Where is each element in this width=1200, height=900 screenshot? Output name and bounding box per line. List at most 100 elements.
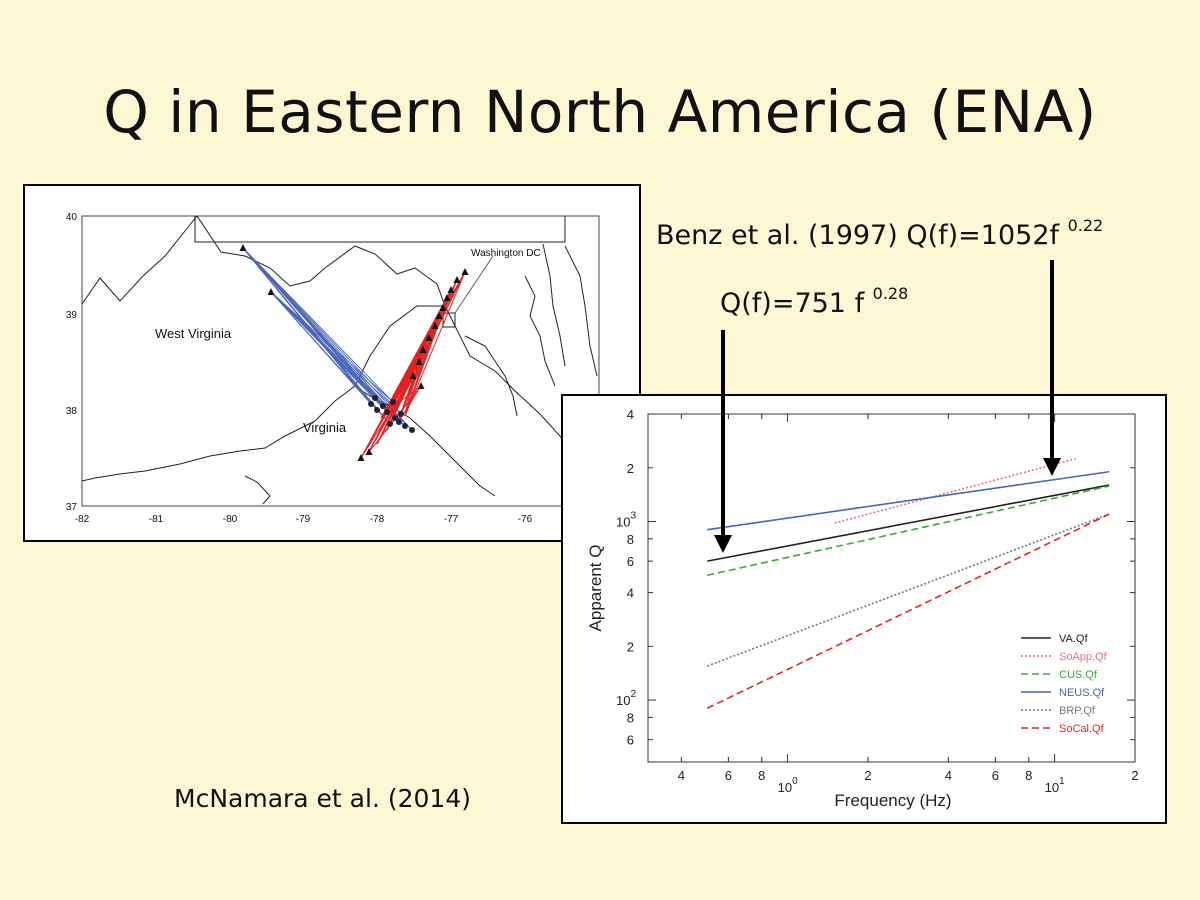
station-marker xyxy=(443,294,451,301)
blue-rays xyxy=(242,247,413,431)
coast-detail-2 xyxy=(464,335,518,417)
x-tick-label: 6 xyxy=(725,768,732,783)
y-tick-label: 4 xyxy=(627,407,634,422)
station-marker xyxy=(419,346,427,353)
y-tick-label: 103 xyxy=(616,511,636,530)
station-marker xyxy=(357,454,365,461)
event-marker xyxy=(409,427,415,433)
x-tick-label: 8 xyxy=(758,768,765,783)
station-ray-map: West Virginia Virginia Washington DC -82… xyxy=(23,184,641,542)
x-tick-label: 100 xyxy=(778,776,798,795)
event-marker xyxy=(368,401,374,407)
series-line-neus-qf xyxy=(707,470,1110,531)
coast-detail-1 xyxy=(354,385,496,497)
y-tick-label: 4 xyxy=(627,586,634,601)
citation: McNamara et al. (2014) xyxy=(174,784,471,813)
x-tick-label: 8 xyxy=(1025,768,1032,783)
station-marker xyxy=(417,382,425,389)
x-tick-label: 4 xyxy=(945,768,952,783)
station-markers xyxy=(239,244,469,461)
lat-tick-label: 39 xyxy=(66,310,78,321)
y-tick-label: 8 xyxy=(627,532,634,547)
station-marker xyxy=(415,358,423,365)
plot-frame xyxy=(647,413,1136,763)
lon-tick-label: -78 xyxy=(370,514,385,525)
y-tick-label: 8 xyxy=(627,710,634,725)
red-ray xyxy=(390,361,420,409)
event-marker xyxy=(374,407,380,413)
event-marker xyxy=(380,403,386,409)
event-marker xyxy=(392,415,398,421)
station-marker xyxy=(453,276,461,283)
y-tick-label: 2 xyxy=(627,639,634,654)
map-canvas: West Virginia Virginia Washington DC -82… xyxy=(66,212,600,525)
blue-ray xyxy=(270,291,394,403)
event-marker xyxy=(396,419,402,425)
series-line-brp-qf xyxy=(706,513,1110,667)
blue-ray xyxy=(242,247,413,431)
event-marker xyxy=(402,423,408,429)
legend-label: BRP.Qf xyxy=(1059,705,1096,717)
red-ray xyxy=(390,385,422,409)
blue-ray xyxy=(242,247,400,423)
map-frame xyxy=(81,215,600,507)
series-lines xyxy=(706,457,1110,709)
lat-tick-label: 40 xyxy=(66,212,78,223)
lon-tick-label: -76 xyxy=(518,514,533,525)
plot-canvas: 4 6 8 100 2 4 6 8 101 2 4 2 103 8 6 4 2 102 8 6 Frequency … xyxy=(586,407,1139,810)
annotation-benz-exponent: 0.22 xyxy=(1067,216,1104,235)
blue-ray xyxy=(270,291,402,415)
annotation-benz: Benz et al. (1997) Q(f)=1052f 0.22 xyxy=(656,216,1103,251)
lon-tick-label: -82 xyxy=(75,514,90,525)
label-washington-dc: Washington DC xyxy=(471,248,541,259)
label-west-virginia: West Virginia xyxy=(155,326,232,341)
x-tick-label: 2 xyxy=(864,768,871,783)
legend-label: SoApp.Qf xyxy=(1059,651,1108,663)
event-marker xyxy=(398,411,404,417)
lat-ticks: 40 39 38 37 xyxy=(66,212,78,513)
x-tick-label: 2 xyxy=(1131,768,1138,783)
station-marker xyxy=(267,288,275,295)
station-marker xyxy=(425,334,433,341)
river-detail xyxy=(244,475,271,505)
annotation-va-text: Q(f)=751 f xyxy=(720,288,873,319)
legend: VA.Qf SoApp.Qf CUS.Qf NEUS.Qf BRP.Qf SoCal.Qf xyxy=(1021,633,1108,735)
annotation-va: Q(f)=751 f 0.28 xyxy=(720,284,908,319)
y-tick-label: 102 xyxy=(616,689,636,708)
legend-label: VA.Qf xyxy=(1059,633,1088,645)
red-ray xyxy=(396,385,422,425)
y-axis-label: Apparent Q xyxy=(586,545,605,632)
y-tick-label: 2 xyxy=(627,461,634,476)
station-marker xyxy=(461,268,469,275)
dc-leader-line xyxy=(454,255,494,314)
apparent-q-plot: 4 6 8 100 2 4 6 8 101 2 4 2 103 8 6 4 2 102 8 6 Frequency … xyxy=(561,394,1167,824)
red-ray xyxy=(404,271,466,417)
blue-ray xyxy=(242,247,402,415)
red-ray xyxy=(360,375,414,459)
y-tick-label: 6 xyxy=(627,554,634,569)
series-line-socal-qf xyxy=(706,513,1110,709)
chesapeake-west xyxy=(524,275,556,387)
event-marker xyxy=(384,409,390,415)
series-line-cus-qf xyxy=(707,485,1110,577)
event-marker xyxy=(387,421,393,427)
station-marker xyxy=(435,312,443,319)
station-marker xyxy=(439,304,447,311)
state-border-pa xyxy=(194,216,566,243)
station-marker xyxy=(431,322,439,329)
delmarva xyxy=(564,245,598,377)
y-ticks: 4 2 103 8 6 4 2 102 8 6 xyxy=(616,407,1135,748)
x-tick-label: 6 xyxy=(992,768,999,783)
legend-label: SoCal.Qf xyxy=(1059,723,1105,735)
chesapeake-east xyxy=(542,243,566,367)
x-tick-label: 4 xyxy=(678,768,685,783)
lon-tick-label: -80 xyxy=(223,514,238,525)
x-tick-label: 101 xyxy=(1045,776,1065,795)
lon-tick-label: -81 xyxy=(149,514,164,525)
annotation-va-exponent: 0.28 xyxy=(872,284,909,303)
legend-label: NEUS.Qf xyxy=(1059,687,1105,699)
state-border-wv xyxy=(81,215,446,482)
red-ray xyxy=(380,349,424,419)
slide-title: Q in Eastern North America (ENA) xyxy=(103,78,1097,146)
lat-tick-label: 37 xyxy=(66,502,78,513)
